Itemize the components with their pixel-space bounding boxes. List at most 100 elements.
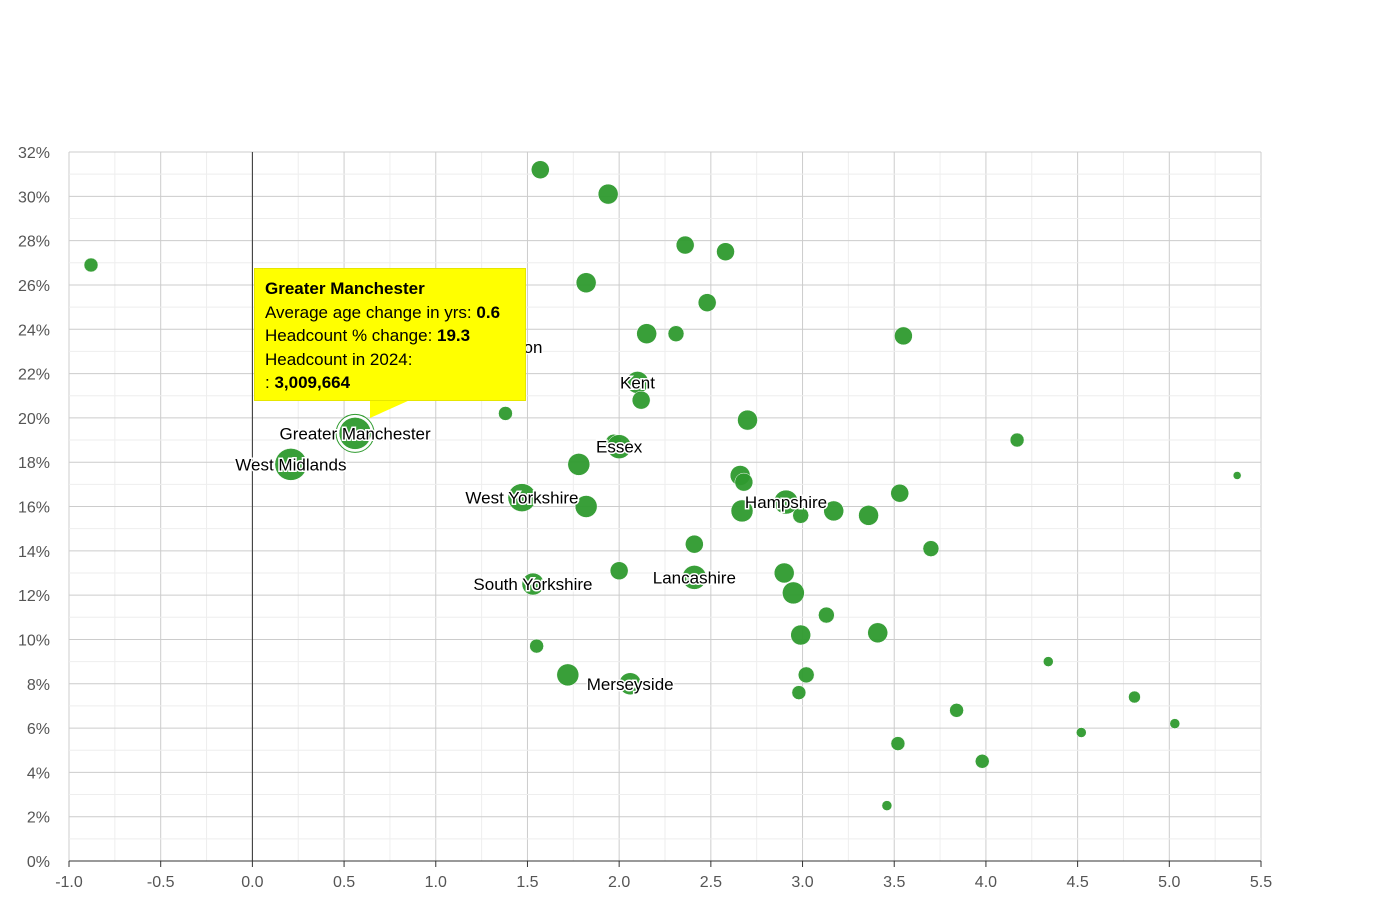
- bubble: [521, 572, 545, 596]
- bubble: [1043, 656, 1054, 667]
- y-tick-label: 10%: [18, 632, 50, 649]
- bubble: [1009, 432, 1025, 448]
- bubble: [797, 666, 815, 684]
- bubble: [609, 561, 629, 581]
- y-tick-label: 28%: [18, 234, 50, 251]
- bubble: [556, 663, 580, 687]
- bubble: [575, 272, 597, 293]
- bubble-label: Greater Manchester: [279, 424, 431, 443]
- y-tick-label: 4%: [27, 765, 50, 782]
- x-tick-label: 5.0: [1158, 874, 1180, 891]
- bubble: [737, 409, 758, 431]
- bubble-label: Hampshire: [745, 493, 827, 512]
- tooltip-arrow: [370, 400, 410, 418]
- bubble: [1232, 471, 1242, 480]
- bubble: [881, 800, 893, 811]
- bubble: [922, 540, 940, 557]
- tooltip-headcount-prefix: :: [265, 373, 275, 392]
- tooltip-headcount-label: Headcount in 2024:: [265, 349, 413, 369]
- y-tick-label: 18%: [18, 455, 50, 472]
- tooltip-headcount-change-value: 19.3: [437, 326, 471, 345]
- tooltip-age-label: Average age change in yrs:: [265, 302, 477, 322]
- bubble: [818, 606, 835, 624]
- axes: -1.0 -0.5 0.0 0.5 1.0 1.5 2.0 2.5 3.0 3.5 4.0 4.5 5.…: [18, 145, 1272, 891]
- bubble: [574, 495, 598, 518]
- bubble: [730, 499, 754, 523]
- y-tick-label: 2%: [27, 810, 50, 827]
- bubble-label: on: [523, 338, 542, 357]
- y-tick-label: 8%: [27, 677, 50, 694]
- x-tick-label: -1.0: [55, 874, 83, 891]
- bubble: [716, 242, 735, 261]
- x-tick-label: 3.5: [883, 874, 905, 891]
- bubble: [606, 434, 632, 459]
- bubble: [890, 483, 909, 503]
- bubble: [894, 326, 913, 346]
- bubble: [682, 565, 707, 590]
- y-tick-label: 14%: [18, 544, 50, 561]
- bubbles: [83, 160, 1242, 811]
- bubble-label: Merseyside: [587, 675, 674, 694]
- bubble: [773, 562, 795, 584]
- bubble-label: Kent: [620, 373, 655, 392]
- bubble: [667, 325, 685, 342]
- x-tick-label: 3.0: [791, 874, 813, 891]
- bubble: [697, 293, 717, 312]
- bubble-label: West Yorkshire: [465, 489, 578, 508]
- y-tick-label: 6%: [27, 721, 50, 738]
- bubble: [338, 417, 372, 450]
- bubble: [636, 323, 657, 344]
- x-tick-label: 0.0: [241, 874, 263, 891]
- bubble: [949, 703, 964, 718]
- x-tick-label: 4.0: [975, 874, 997, 891]
- bubble: [1169, 718, 1181, 729]
- bubble: [675, 235, 695, 255]
- x-tick-label: 5.5: [1250, 874, 1272, 891]
- y-tick-label: 0%: [27, 854, 50, 871]
- bubble: [529, 638, 544, 654]
- y-tick-label: 12%: [18, 588, 50, 605]
- x-tick-label: 4.5: [1066, 874, 1088, 891]
- x-tick-label: -0.5: [147, 874, 175, 891]
- bubble: [791, 685, 807, 700]
- bubble: [773, 489, 799, 515]
- x-tick-label: 0.5: [333, 874, 355, 891]
- bubble-label: West Midlands: [235, 455, 346, 474]
- grid: [68, 151, 1262, 862]
- bubble: [782, 581, 805, 605]
- bubble: [597, 183, 619, 205]
- bubble: [274, 448, 308, 481]
- x-tick-label: 1.0: [425, 874, 447, 891]
- bubble: [1076, 727, 1087, 738]
- bubble-label: Lancashire: [653, 568, 736, 587]
- bubble: [567, 453, 591, 476]
- bubble: [685, 534, 704, 554]
- y-tick-label: 24%: [18, 322, 50, 339]
- tooltip-title: Greater Manchester: [265, 279, 425, 298]
- bubble: [858, 505, 879, 526]
- bubble: [498, 406, 513, 421]
- bubble: [1128, 690, 1141, 704]
- bubble: [507, 483, 537, 512]
- bubble: [618, 672, 642, 695]
- y-tick-label: 26%: [18, 278, 50, 295]
- y-tick-label: 16%: [18, 500, 50, 517]
- bubble: [631, 390, 651, 410]
- y-tick-label: 22%: [18, 367, 50, 384]
- y-tick-label: 30%: [18, 189, 50, 206]
- x-tick-label: 2.5: [700, 874, 722, 891]
- y-tick-label: 32%: [18, 145, 50, 162]
- bubble: [531, 160, 550, 179]
- tooltip-age-value: 0.6: [476, 302, 501, 322]
- x-tick-label: 1.5: [516, 874, 538, 891]
- bubble-label: South Yorkshire: [473, 575, 592, 594]
- bubble: [790, 624, 811, 646]
- bubble-labels: on Kent Greater Manchester Essex West Midlan…: [234, 336, 829, 695]
- bubble: [975, 754, 990, 769]
- tooltip-headcount-value: 3,009,664: [274, 373, 351, 392]
- bubble-label: Essex: [596, 438, 643, 457]
- bubble: [890, 736, 906, 751]
- bubble: [83, 257, 99, 273]
- tooltip: Greater Manchester Average age change in…: [254, 268, 526, 401]
